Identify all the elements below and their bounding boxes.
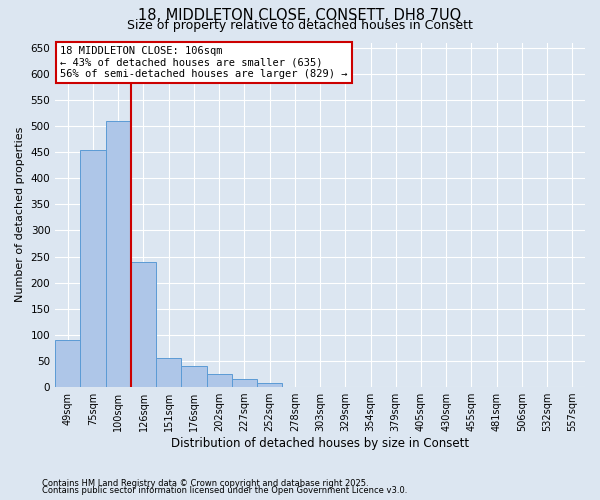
Bar: [282, 386, 307, 387]
Y-axis label: Number of detached properties: Number of detached properties: [15, 127, 25, 302]
Bar: [332, 386, 358, 387]
Bar: [409, 386, 434, 387]
Bar: [131, 262, 156, 387]
Bar: [206, 374, 232, 387]
Bar: [257, 383, 282, 387]
Bar: [484, 386, 509, 387]
Text: 18, MIDDLETON CLOSE, CONSETT, DH8 7UQ: 18, MIDDLETON CLOSE, CONSETT, DH8 7UQ: [139, 8, 461, 22]
Text: 18 MIDDLETON CLOSE: 106sqm
← 43% of detached houses are smaller (635)
56% of sem: 18 MIDDLETON CLOSE: 106sqm ← 43% of deta…: [61, 46, 348, 79]
Text: Size of property relative to detached houses in Consett: Size of property relative to detached ho…: [127, 18, 473, 32]
Bar: [55, 340, 80, 387]
Bar: [181, 366, 206, 387]
Text: Contains public sector information licensed under the Open Government Licence v3: Contains public sector information licen…: [42, 486, 407, 495]
X-axis label: Distribution of detached houses by size in Consett: Distribution of detached houses by size …: [171, 437, 469, 450]
Bar: [232, 380, 257, 387]
Bar: [106, 121, 131, 387]
Bar: [156, 358, 181, 387]
Text: Contains HM Land Registry data © Crown copyright and database right 2025.: Contains HM Land Registry data © Crown c…: [42, 478, 368, 488]
Bar: [80, 150, 106, 387]
Bar: [560, 386, 585, 387]
